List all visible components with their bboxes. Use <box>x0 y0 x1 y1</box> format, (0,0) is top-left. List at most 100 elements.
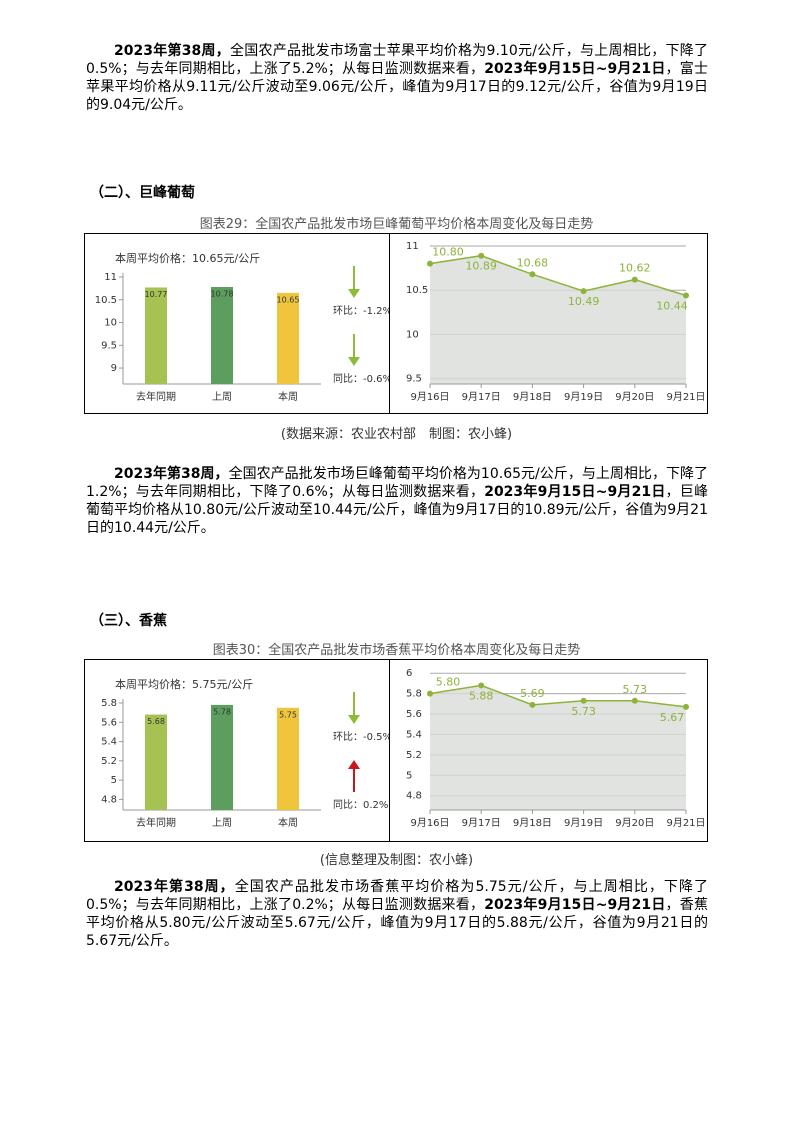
y-tick-label: 10 <box>104 318 117 329</box>
y-tick-label: 5.6 <box>406 709 422 720</box>
text-run: ，巨峰葡萄平均价格从10.80元/公斤波动至10.44元/公斤，峰值为9月17日… <box>86 484 708 536</box>
data-label: 10.78 <box>211 290 234 299</box>
point <box>631 697 638 704</box>
y-tick-label: 10 <box>406 329 419 340</box>
y-tick-label: 9 <box>111 363 117 374</box>
x-tick-label: 9月18日 <box>512 391 551 403</box>
paragraph: 2023年第38周，全国农产品批发市场富士苹果平均价格为9.10元/公斤，与上周… <box>86 42 708 114</box>
y-tick-label: 5.2 <box>101 756 117 767</box>
bar-chart: 本周平均价格：5.75元/公斤 4.8 5 5.2 5.4 5.6 5.8 5.68 去年同期 5… <box>101 660 390 841</box>
point <box>528 271 535 278</box>
x-tick-label: 9月17日 <box>461 817 500 829</box>
x-tick-label: 去年同期 <box>136 390 176 403</box>
figure-caption: 图表30：全国农产品批发市场香蕉平均价格本周变化及每日走势 <box>212 643 581 658</box>
x-tick-label: 9月20日 <box>615 391 654 403</box>
x-tick-label: 9月17日 <box>461 391 500 403</box>
y-tick-label: 5.6 <box>101 717 117 728</box>
text-run: 2023年9月15日~9月21日 <box>484 484 666 500</box>
trend-arrow-head <box>348 357 360 366</box>
text-run: ，香蕉平均价格从5.80元/公斤波动至5.67元/公斤，峰值为9月17日的5.8… <box>86 897 708 949</box>
y-tick-label: 9.5 <box>406 374 422 385</box>
y-tick-label: 11 <box>104 272 117 283</box>
point <box>580 697 587 704</box>
y-tick-label: 9.5 <box>101 340 117 351</box>
bar <box>277 707 299 810</box>
y-tick-label: 5.4 <box>101 737 117 748</box>
x-tick-label: 去年同期 <box>136 816 176 829</box>
point <box>682 292 689 299</box>
comparison-label: 同比：-0.6% <box>333 373 390 385</box>
section-heading: （二）、巨峰葡萄 <box>90 185 195 201</box>
x-tick-label: 上周 <box>212 391 232 403</box>
paragraph: 2023年第38周，全国农产品批发市场香蕉平均价格为5.75元/公斤，与上周相比… <box>86 878 708 950</box>
line <box>429 684 686 708</box>
text-run: 全国农产品批发市场富士苹果平均价格为9.10元/公斤，与上周相比，下降了0.5%… <box>86 43 709 77</box>
data-label: 10.80 <box>432 246 464 259</box>
data-label: 5.75 <box>279 710 297 719</box>
y-tick-label: 10.5 <box>406 285 428 296</box>
chart-title: 本周平均价格：5.75元/公斤 <box>115 677 253 691</box>
x-tick-label: 9月21日 <box>666 391 705 403</box>
point <box>528 701 535 708</box>
point <box>477 252 484 259</box>
y-tick-label: 4.8 <box>406 791 422 802</box>
text-run: 2023年第38周， <box>114 466 229 482</box>
y-tick-label: 5.8 <box>101 698 117 709</box>
x-tick-label: 9月16日 <box>410 817 449 829</box>
point <box>682 703 689 710</box>
y-tick-label: 5.8 <box>406 689 422 700</box>
bar <box>145 287 167 384</box>
bar <box>211 704 233 810</box>
y-tick-label: 5.2 <box>406 750 422 761</box>
data-label: 5.88 <box>468 689 493 702</box>
text-run: 全国农产品批发市场香蕉平均价格为5.75元/公斤，与上周相比，下降了0.5%；与… <box>86 879 709 913</box>
data-label: 10.68 <box>516 256 548 269</box>
point <box>477 682 484 689</box>
x-tick-label: 9月19日 <box>564 817 603 829</box>
point <box>580 288 587 295</box>
x-tick-label: 本周 <box>278 390 298 403</box>
text-run: ，富士苹果平均价格从9.11元/公斤波动至9.06元/公斤，峰值为9月17日的9… <box>86 61 708 113</box>
data-label: 10.77 <box>145 290 168 299</box>
paragraph: 2023年第38周，全国农产品批发市场巨峰葡萄平均价格为10.65元/公斤，与上… <box>86 465 708 537</box>
line <box>429 254 686 297</box>
section-heading: （三）、香蕉 <box>90 613 167 629</box>
figure: 本周平均价格：5.75元/公斤 4.8 5 5.2 5.4 5.6 5.8 5.68 去年同期 5… <box>84 659 708 842</box>
figure-caption: 图表29：全国农产品批发市场巨峰葡萄平均价格本周变化及每日走势 <box>199 217 594 232</box>
line-chart: 9.5 10 10.5 11 10.80 9月16日 10.89 9月17日 10.68 9月18… <box>406 241 706 403</box>
data-label: 10.65 <box>277 295 300 304</box>
y-tick-label: 6 <box>406 668 412 679</box>
x-tick-label: 9月21日 <box>666 817 705 829</box>
data-label: 5.80 <box>435 676 460 689</box>
point <box>426 260 433 267</box>
area <box>429 685 686 810</box>
text-run: 2023年第38周， <box>114 43 230 59</box>
data-label: 5.78 <box>213 707 231 716</box>
data-label: 5.73 <box>622 683 647 696</box>
figure-source: (信息整理及制图：农小蜂) <box>319 853 474 868</box>
x-tick-label: 9月20日 <box>615 817 654 829</box>
text-run: 2023年9月15日~9月21日 <box>484 61 666 77</box>
trend-arrow-head <box>348 715 360 724</box>
bar-chart: 本周平均价格：10.65元/公斤 9 9.5 10 10.5 11 10.77 去年同期 10.… <box>95 234 390 413</box>
data-label: 5.69 <box>520 687 545 700</box>
x-tick-label: 9月16日 <box>410 391 449 403</box>
data-label: 5.67 <box>659 711 684 724</box>
y-tick-label: 5 <box>111 775 117 786</box>
point <box>631 276 638 283</box>
comparison-label: 环比：-1.2% <box>333 305 390 317</box>
bar <box>211 287 233 384</box>
line-chart: 4.8 5 5.2 5.4 5.6 5.8 6 5.80 9月16日 5.88 9月17日 5.69 9… <box>406 668 706 829</box>
data-label: 5.73 <box>571 705 596 718</box>
figure-source: (数据来源：农业农村部 制图：农小蜂) <box>280 427 513 442</box>
trend-arrow-head <box>348 289 360 298</box>
area <box>429 255 686 384</box>
x-tick-label: 9月19日 <box>564 391 603 403</box>
data-label: 10.89 <box>465 260 497 273</box>
text-run: 2023年第38周， <box>114 879 235 895</box>
text-run: 2023年9月15日~9月21日 <box>484 897 666 913</box>
data-label: 10.49 <box>567 295 599 308</box>
text-run: 全国农产品批发市场巨峰葡萄平均价格为10.65元/公斤，与上周相比，下降了1.2… <box>86 466 709 500</box>
data-label: 10.62 <box>619 262 651 275</box>
